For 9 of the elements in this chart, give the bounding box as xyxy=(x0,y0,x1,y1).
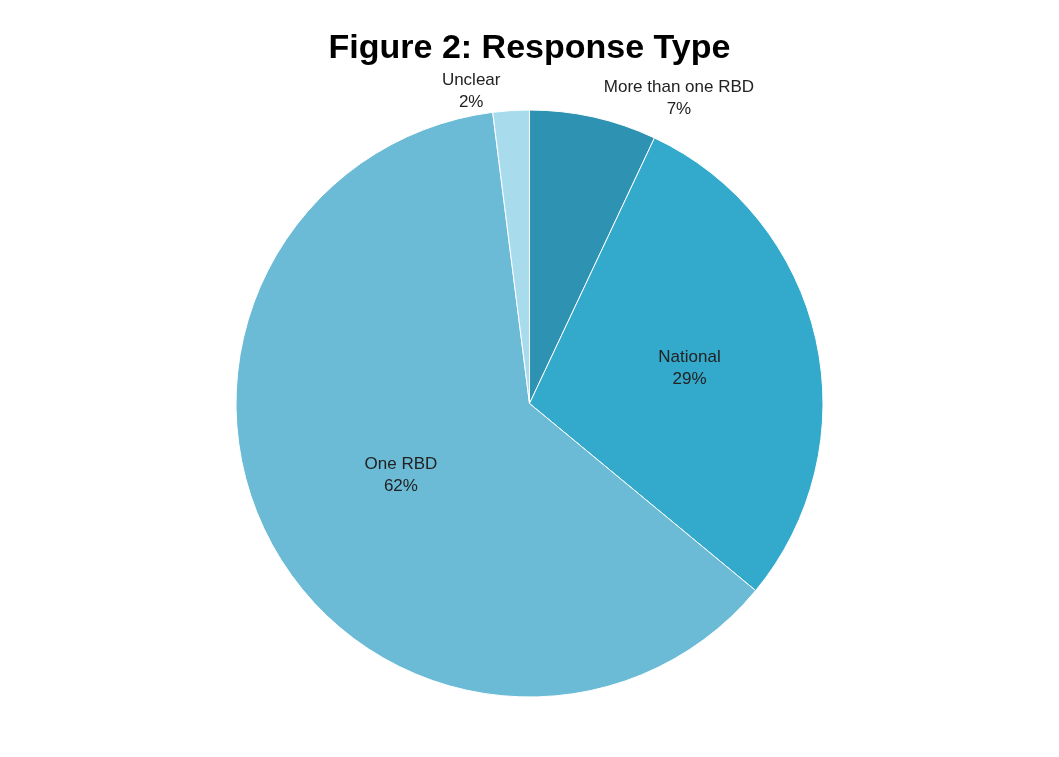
data-label: 29% xyxy=(672,369,707,389)
data-label: 7% xyxy=(666,99,692,119)
chart-title: Figure 2: Response Type xyxy=(328,26,731,65)
data-label: 62% xyxy=(383,475,418,495)
slice-label: Unclear xyxy=(441,69,501,89)
slice-label: National xyxy=(658,347,721,367)
slice-label: One RBD xyxy=(364,453,438,473)
data-label: 2% xyxy=(458,91,484,111)
slice-label: More than one RBD xyxy=(603,76,755,96)
